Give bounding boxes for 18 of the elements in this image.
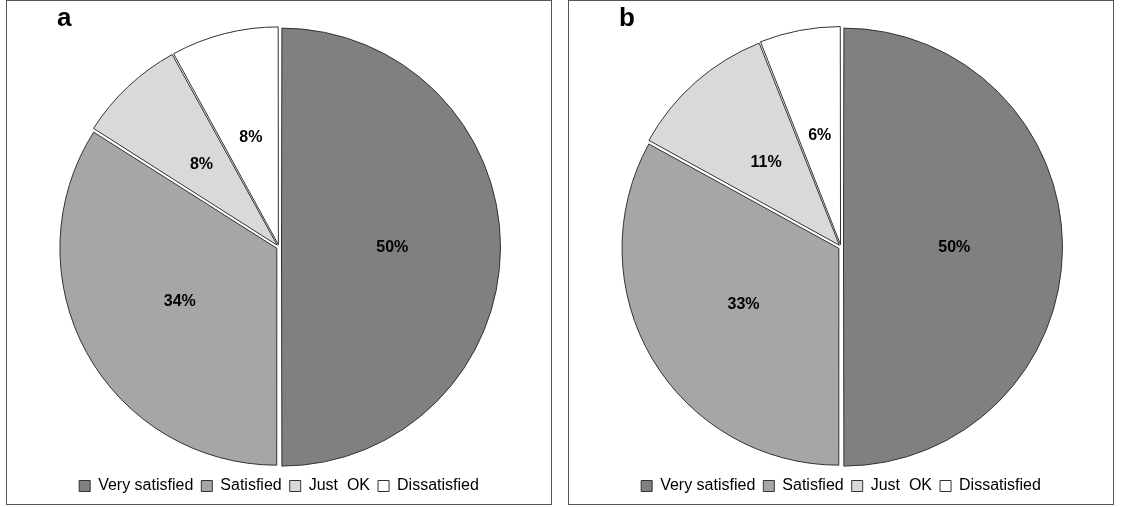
- data-label: 33%: [727, 295, 760, 313]
- legend-label: Very satisfied: [98, 476, 194, 494]
- legend-label: Just OK: [870, 476, 933, 494]
- data-label: 34%: [163, 292, 196, 310]
- chart-title: b: [619, 1, 635, 32]
- data-label: 8%: [189, 154, 214, 172]
- data-label: 50%: [938, 237, 971, 255]
- legend-label: Dissatisfied: [397, 476, 479, 494]
- data-label: 50%: [376, 237, 409, 255]
- data-label: 6%: [808, 126, 832, 144]
- data-label: 11%: [750, 152, 782, 170]
- legend-label: Just OK: [308, 476, 371, 494]
- legend-label: Satisfied: [220, 476, 282, 494]
- legend-label: Dissatisfied: [959, 476, 1041, 494]
- legend-label: Very satisfied: [660, 476, 756, 494]
- legend-label: Satisfied: [782, 476, 844, 494]
- chart-title: a: [57, 1, 72, 32]
- data-label: 8%: [239, 127, 263, 145]
